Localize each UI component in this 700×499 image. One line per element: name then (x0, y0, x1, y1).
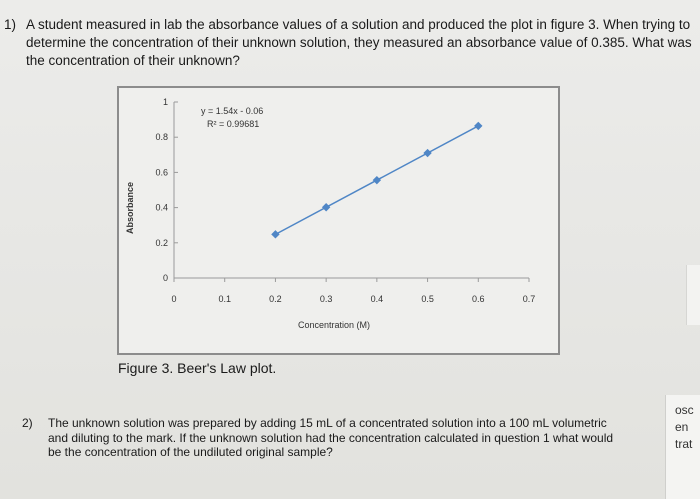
question-2-text: The unknown solution was prepared by add… (48, 416, 614, 459)
x-tick-label: 0.4 (371, 294, 384, 304)
question-2-number: 2) (22, 416, 33, 430)
fragment-text: osc (675, 403, 694, 417)
trendline-equation: y = 1.54x - 0.06 (201, 106, 263, 116)
y-tick-label: 0.6 (155, 167, 168, 177)
data-point (271, 230, 280, 239)
y-tick-label: 0.2 (155, 238, 168, 248)
data-point (474, 121, 483, 131)
data-point (321, 203, 331, 212)
chart-svg: 0 0.2 0.4 0.6 0.8 1 0 0.1 0.2 0.3 0.4 0.5 0.6 0.7 y =… (125, 97, 535, 330)
chart-axes (173, 102, 529, 279)
adjacent-page-edge (686, 265, 700, 325)
y-tick-label: 0.8 (155, 132, 168, 142)
x-tick-label: 0.5 (421, 294, 434, 304)
data-point (423, 148, 432, 158)
x-tick-label: 0.3 (320, 294, 333, 304)
x-tick-label: 0.1 (218, 294, 231, 304)
figure-caption: Figure 3. Beer's Law plot. (118, 360, 277, 376)
x-tick-label: 0.7 (523, 294, 536, 304)
beers-law-chart: 0 0.2 0.4 0.6 0.8 1 0 0.1 0.2 0.3 0.4 0.5 0.6 0.7 y =… (117, 86, 560, 355)
adjacent-page-fragment: osc en trat (665, 395, 700, 499)
fragment-text: trat (675, 437, 693, 451)
y-tick-label: 0 (163, 273, 168, 283)
x-tick-label: 0 (171, 294, 176, 304)
y-tick-label: 1 (163, 97, 168, 107)
y-tick-label: 0.4 (155, 203, 168, 213)
data-point (372, 175, 382, 185)
x-tick-label: 0.6 (472, 294, 485, 304)
x-axis-label: Concentration (M) (298, 320, 370, 330)
y-axis-label: Absorbance (125, 182, 135, 234)
question-1-text: A student measured in lab the absorbance… (26, 17, 692, 68)
question-1-number: 1) (4, 17, 17, 32)
chart-marks (271, 121, 483, 239)
chart-ticks: 0 0.2 0.4 0.6 0.8 1 0 0.1 0.2 0.3 0.4 0.5 0.6 0.7 (155, 97, 535, 304)
trendline-r-squared: R² = 0.99681 (207, 119, 259, 129)
x-tick-label: 0.2 (269, 294, 282, 304)
fragment-text: en (675, 420, 689, 434)
